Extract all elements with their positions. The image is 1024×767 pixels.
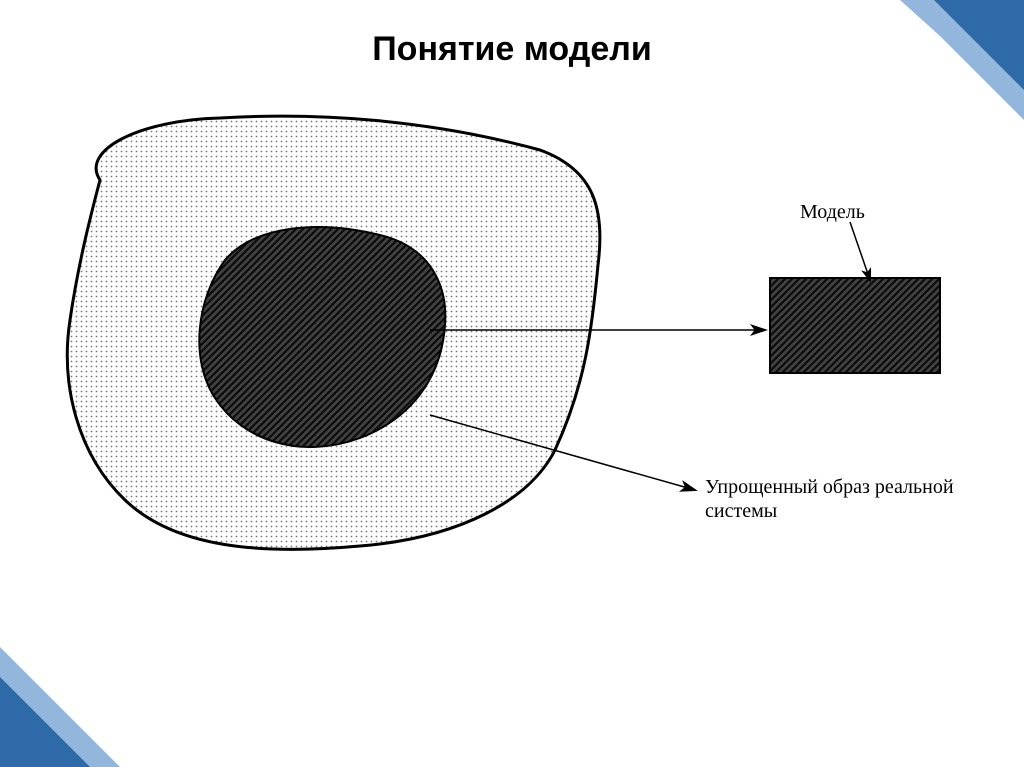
model-box <box>770 278 940 373</box>
concept-diagram <box>0 0 1024 767</box>
arrow-label-to-model <box>850 222 870 280</box>
